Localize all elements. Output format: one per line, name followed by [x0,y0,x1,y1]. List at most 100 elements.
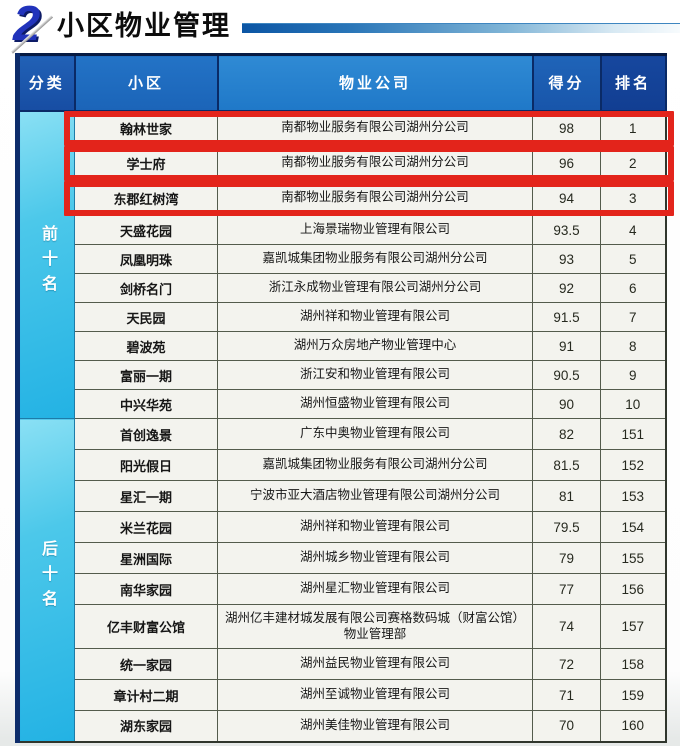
community-cell: 首创逸景 [74,418,218,450]
table-row: 章计村二期 湖州至诚物业管理有限公司 71 159 [18,679,666,711]
table-row: 富丽一期 浙江安和物业管理有限公司 90.5 9 [18,360,666,390]
table-row: 碧波苑 湖州万众房地产物业管理中心 91 8 [18,331,666,361]
score-cell: 93.5 [532,215,601,245]
score-cell: 82 [532,418,601,450]
community-cell: 剑桥名门 [74,273,218,303]
table-row: 统一家园 湖州益民物业管理有限公司 72 158 [18,648,666,680]
rank-cell: 2 [600,145,666,181]
title-gradient-bar [242,23,680,33]
header-community: 小区 [73,54,219,112]
score-cell: 74 [532,604,601,649]
company-cell: 浙江永成物业管理有限公司湖州分公司 [217,273,533,303]
company-cell: 湖州祥和物业管理有限公司 [217,302,533,332]
table-row: 湖东家园 湖州美佳物业管理有限公司 70 160 [18,710,666,742]
category-cell: 前十名 [17,110,75,419]
rank-cell: 9 [600,360,666,390]
company-cell: 湖州恒盛物业管理有限公司 [217,389,533,419]
table-header-row: 分类 小区 物业公司 得分 排名 [16,54,667,112]
page-title: 小区物业管理 [57,11,231,41]
rank-cell: 8 [600,331,666,361]
community-cell: 东郡红树湾 [74,180,218,216]
score-cell: 91 [532,331,601,361]
table-row: 后十名 首创逸景 广东中奥物业管理有限公司 82 151 [17,418,666,742]
table-row: 凤凰明珠 嘉凯城集团物业服务有限公司湖州分公司 93 5 [18,244,666,274]
rank-cell: 156 [600,573,666,605]
table-row: 东郡红树湾 南都物业服务有限公司湖州分公司 94 3 [18,180,666,216]
table-row: 阳光假日 嘉凯城集团物业服务有限公司湖州分公司 81.5 152 [18,449,666,481]
company-cell: 宁波市亚大酒店物业管理有限公司湖州分公司 [217,480,533,512]
category-cell: 后十名 [17,418,75,742]
rank-cell: 10 [600,389,666,419]
table-row: 亿丰财富公馆 湖州亿丰建材城发展有限公司赛格数码城（财富公馆）物业管理部 74 157 [18,604,666,649]
score-cell: 92 [532,273,601,303]
rank-cell: 6 [600,273,666,303]
rank-cell: 4 [600,215,666,245]
rank-cell: 152 [600,449,666,481]
company-cell: 湖州至诚物业管理有限公司 [217,679,533,711]
table-row: 学士府 南都物业服务有限公司湖州分公司 96 2 [18,145,666,181]
header-rank: 排名 [599,54,667,112]
rank-cell: 151 [600,418,666,450]
rank-cell: 160 [600,710,666,742]
community-cell: 南华家园 [74,573,218,605]
rank-cell: 159 [600,679,666,711]
company-cell: 湖州城乡物业管理有限公司 [217,542,533,574]
table-row: 中兴华苑 湖州恒盛物业管理有限公司 90 10 [18,389,666,419]
score-cell: 94 [532,180,601,216]
community-cell: 天盛花园 [74,215,218,245]
company-cell: 上海景瑞物业管理有限公司 [217,215,533,245]
community-cell: 中兴华苑 [74,389,218,419]
score-cell: 90 [532,389,601,419]
rank-cell: 158 [600,648,666,680]
company-cell: 湖州星汇物业管理有限公司 [217,573,533,605]
rank-cell: 153 [600,480,666,512]
community-cell: 统一家园 [74,648,218,680]
community-cell: 米兰花园 [74,511,218,543]
community-cell: 碧波苑 [74,331,218,361]
community-cell: 亿丰财富公馆 [74,604,218,649]
community-cell: 阳光假日 [74,449,218,481]
community-cell: 富丽一期 [74,360,218,390]
rank-cell: 3 [600,180,666,216]
score-cell: 96 [532,145,601,181]
community-cell: 凤凰明珠 [74,244,218,274]
community-cell: 湖东家园 [74,710,218,742]
community-cell: 星洲国际 [74,542,218,574]
company-cell: 南都物业服务有限公司湖州分公司 [217,110,533,146]
category-label: 前十名 [39,224,56,300]
company-cell: 湖州祥和物业管理有限公司 [217,511,533,543]
score-cell: 98 [532,110,601,146]
community-cell: 章计村二期 [74,679,218,711]
score-cell: 91.5 [532,302,601,332]
community-cell: 天民园 [74,302,218,332]
score-cell: 93 [532,244,601,274]
score-cell: 70 [532,710,601,742]
table-row: 星汇一期 宁波市亚大酒店物业管理有限公司湖州分公司 81 153 [18,480,666,512]
ranking-table-wrap: 分类 小区 物业公司 得分 排名 前十名 翰林世家 南都物业服务有限公司湖州分公司 9… [15,53,667,743]
community-cell: 星汇一期 [74,480,218,512]
rank-cell: 155 [600,542,666,574]
company-cell: 嘉凯城集团物业服务有限公司湖州分公司 [217,244,533,274]
rank-cell: 5 [600,244,666,274]
score-cell: 81 [532,480,601,512]
company-cell: 湖州亿丰建材城发展有限公司赛格数码城（财富公馆）物业管理部 [217,604,533,649]
score-cell: 90.5 [532,360,601,390]
table-row: 星洲国际 湖州城乡物业管理有限公司 79 155 [18,542,666,574]
table-row: 剑桥名门 浙江永成物业管理有限公司湖州分公司 92 6 [18,273,666,303]
company-cell: 湖州美佳物业管理有限公司 [217,710,533,742]
score-cell: 79.5 [532,511,601,543]
community-cell: 翰林世家 [74,110,218,146]
table-body: 前十名 翰林世家 南都物业服务有限公司湖州分公司 98 1 学士府 南都物业服务有限公司湖州… [17,110,666,742]
section-number: 2 [13,0,41,51]
rank-cell: 1 [600,110,666,146]
header-company: 物业公司 [216,54,534,112]
company-cell: 广东中奥物业管理有限公司 [217,418,533,450]
company-cell: 浙江安和物业管理有限公司 [217,360,533,390]
company-cell: 嘉凯城集团物业服务有限公司湖州分公司 [217,449,533,481]
community-cell: 学士府 [74,145,218,181]
ranking-table: 分类 小区 物业公司 得分 排名 前十名 翰林世家 南都物业服务有限公司湖州分公司 9… [15,53,667,743]
company-cell: 湖州益民物业管理有限公司 [217,648,533,680]
table-row: 天民园 湖州祥和物业管理有限公司 91.5 7 [18,302,666,332]
company-cell: 南都物业服务有限公司湖州分公司 [217,145,533,181]
header-category: 分类 [16,54,76,112]
